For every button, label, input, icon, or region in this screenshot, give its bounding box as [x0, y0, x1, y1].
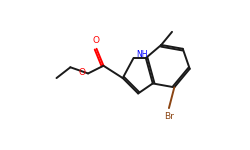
Text: O: O: [92, 36, 99, 45]
Text: Br: Br: [164, 112, 174, 121]
Text: NH: NH: [136, 50, 148, 59]
Text: O: O: [79, 68, 86, 77]
